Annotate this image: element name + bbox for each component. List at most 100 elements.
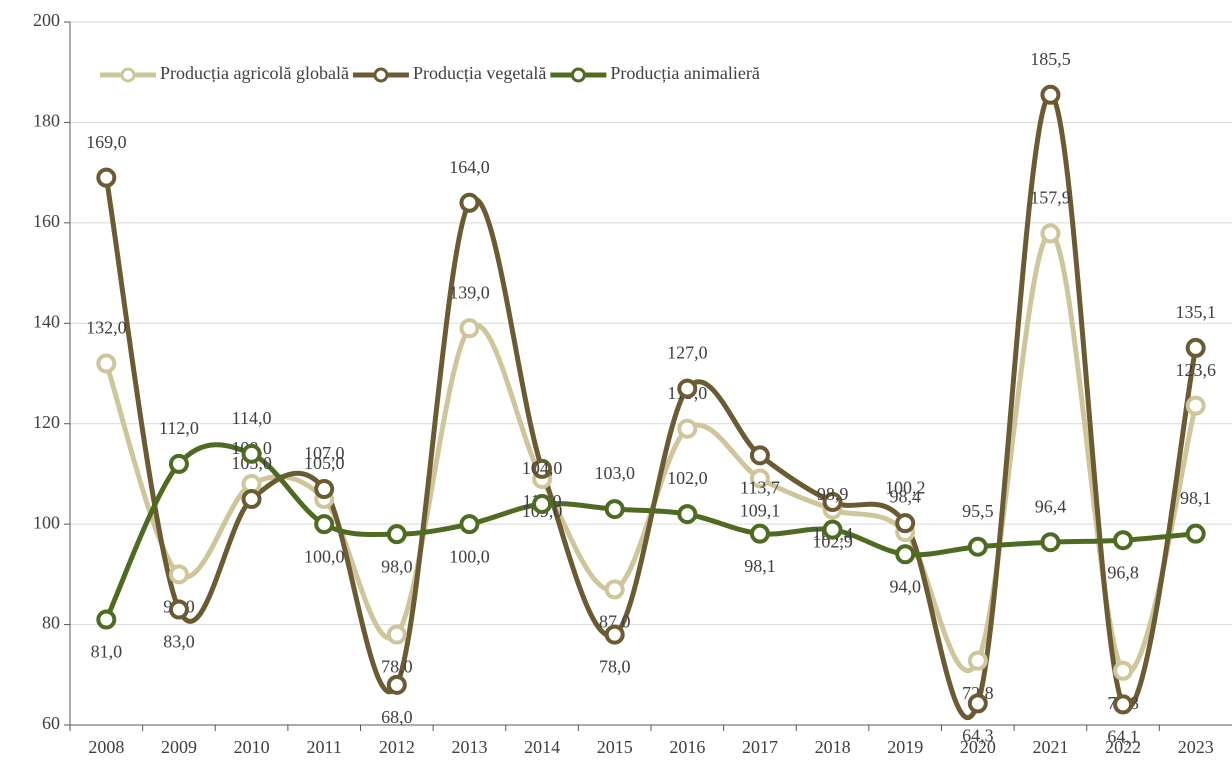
data-label: 98,4 [889, 486, 921, 506]
marker [459, 318, 480, 339]
marker [532, 458, 553, 479]
data-label: 169,0 [86, 132, 127, 152]
x-tick-label: 2020 [960, 737, 996, 757]
data-label: 98,0 [381, 556, 413, 576]
marker [895, 513, 916, 534]
marker [96, 609, 117, 630]
marker [1040, 223, 1061, 244]
legend-marker [120, 67, 136, 83]
data-label: 132,0 [86, 318, 127, 338]
x-tick-label: 2011 [307, 737, 342, 757]
x-tick-label: 2016 [669, 737, 705, 757]
x-tick-label: 2009 [161, 737, 197, 757]
marker [1185, 395, 1206, 416]
marker [967, 693, 988, 714]
marker [168, 453, 189, 474]
y-tick-label: 180 [33, 111, 60, 131]
data-label: 104,0 [522, 458, 563, 478]
x-tick-label: 2022 [1105, 737, 1141, 757]
marker [168, 564, 189, 585]
x-tick-label: 2012 [379, 737, 415, 757]
y-tick-label: 80 [42, 613, 60, 633]
data-label: 100,0 [449, 546, 490, 566]
marker [241, 489, 262, 510]
marker [1040, 532, 1061, 553]
data-label: 78,0 [381, 657, 413, 677]
marker [1185, 337, 1206, 358]
x-tick-label: 2015 [597, 737, 633, 757]
marker [459, 192, 480, 213]
data-label: 87,0 [599, 612, 631, 632]
data-label: 98,1 [1180, 488, 1212, 508]
data-label: 100,0 [304, 546, 345, 566]
data-label: 135,1 [1175, 302, 1216, 322]
data-label: 164,0 [449, 157, 490, 177]
marker [532, 494, 553, 515]
data-label: 96,8 [1107, 562, 1139, 582]
data-label: 157,9 [1030, 188, 1071, 208]
marker [677, 504, 698, 525]
marker [895, 544, 916, 565]
marker [386, 524, 407, 545]
data-label: 98,9 [817, 484, 849, 504]
marker [749, 468, 770, 489]
marker [168, 599, 189, 620]
marker [1113, 660, 1134, 681]
x-tick-label: 2010 [234, 737, 270, 757]
data-label: 139,0 [449, 282, 490, 302]
x-tick-label: 2017 [742, 737, 778, 757]
data-label: 94,0 [889, 576, 921, 596]
marker [96, 167, 117, 188]
y-tick-label: 120 [33, 412, 60, 432]
marker [822, 519, 843, 540]
legend-label: Producția agricolă globală [160, 63, 349, 83]
data-label: 185,5 [1030, 49, 1071, 69]
marker [967, 536, 988, 557]
x-tick-label: 2019 [887, 737, 923, 757]
y-tick-label: 200 [33, 10, 60, 30]
data-label: 96,4 [1035, 496, 1067, 516]
y-tick-label: 160 [33, 211, 60, 231]
data-label: 100,2 [885, 477, 926, 497]
data-label: 64,3 [962, 726, 994, 746]
legend-label: Producția animalieră [610, 63, 759, 83]
data-label: 78,0 [599, 657, 631, 677]
x-tick-label: 2023 [1178, 737, 1214, 757]
y-tick-label: 60 [42, 713, 60, 733]
marker [1113, 530, 1134, 551]
marker [241, 443, 262, 464]
marker [677, 418, 698, 439]
marker [314, 514, 335, 535]
data-label: 109,1 [740, 501, 781, 521]
data-label: 103,0 [594, 463, 635, 483]
marker [967, 650, 988, 671]
marker [314, 478, 335, 499]
data-label: 127,0 [667, 343, 708, 363]
marker [1185, 523, 1206, 544]
data-label: 107,0 [304, 443, 345, 463]
data-label: 83,0 [163, 632, 195, 652]
data-label: 102,9 [812, 532, 853, 552]
marker [749, 445, 770, 466]
x-tick-label: 2008 [88, 737, 124, 757]
x-tick-label: 2013 [451, 737, 487, 757]
legend: Producția agricolă globală Producția vege… [100, 63, 760, 83]
data-label: 64,1 [1107, 727, 1139, 747]
data-label: 95,5 [962, 501, 994, 521]
data-label: 81,0 [91, 642, 123, 662]
data-label: 123,6 [1175, 360, 1216, 380]
data-label: 102,0 [667, 468, 708, 488]
data-label: 105,0 [304, 453, 345, 473]
y-tick-label: 140 [33, 311, 60, 331]
legend-marker [373, 67, 389, 83]
marker [459, 514, 480, 535]
marker [677, 378, 698, 399]
legend-label: Producția vegetală [413, 63, 546, 83]
marker [386, 674, 407, 695]
legend-marker [570, 67, 586, 83]
data-label: 113,7 [740, 477, 780, 497]
data-label: 98,1 [744, 556, 776, 576]
marker [386, 624, 407, 645]
marker [822, 492, 843, 513]
